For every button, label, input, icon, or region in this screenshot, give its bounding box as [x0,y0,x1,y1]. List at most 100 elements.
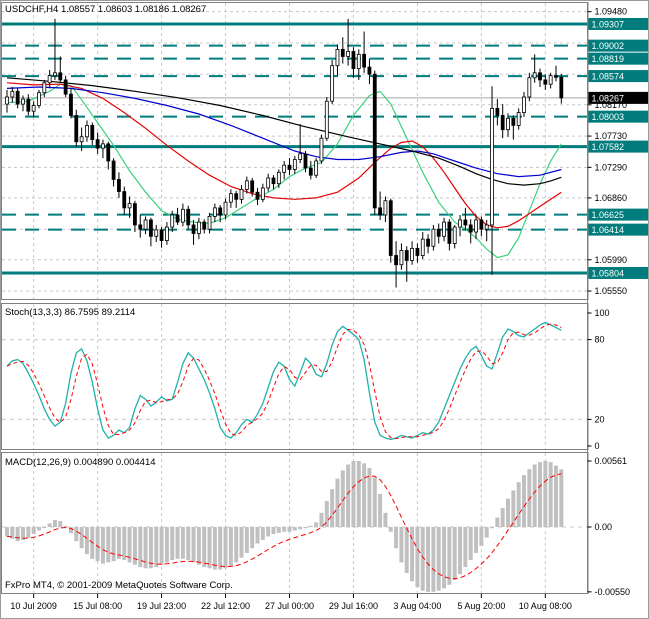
candle-body [101,143,105,149]
candle-body [452,226,457,244]
macd-histogram-bar [132,527,137,565]
candle-body [287,164,292,170]
price-axis[interactable]: 1.09480 1.08170 1.07730 1.07290 1.06860 1.059… [587,7,649,296]
candle-body [42,82,47,94]
candle-body [149,219,153,237]
candle-body [506,117,510,131]
macd-histogram-bar [164,527,169,563]
price-level-box-label: 1.09307 [592,19,625,29]
candle-body [26,98,31,112]
stoch-axis[interactable]: 100 80 20 0 [587,308,610,451]
macd-histogram-bar [239,527,244,558]
macd-histogram-bar [404,527,409,573]
price-level-box-label: 1.08819 [592,54,625,64]
macd-histogram-bar [516,482,521,527]
price-tick-label: 1.07290 [595,162,628,172]
price-level-box [588,39,648,52]
macd-axis[interactable]: 0.00561 0.00 -0.00550 [587,456,631,597]
stoch-tick-label: 20 [595,414,605,424]
time-tick-label: 3 Aug 04:00 [393,601,441,611]
candle-body [495,107,500,116]
candle-body [314,160,319,176]
candle-body [463,219,468,226]
stochastic-panel[interactable] [2,321,588,441]
macd-histogram-bar [314,522,319,527]
candle-body [10,90,15,98]
macd-histogram-bar [212,527,217,570]
macd-histogram-bar [383,512,388,527]
candle-body [223,201,228,216]
price-level-box [588,140,648,153]
macd-histogram-bar [506,498,511,527]
candle-body [490,107,494,226]
candle-body [154,229,159,237]
macd-histogram-bar [330,489,335,527]
candle-body [410,247,414,261]
macd-panel[interactable] [2,460,588,592]
macd-histogram-bar [42,527,47,528]
price-level-box-label: 1.05804 [592,268,625,278]
candle-body [447,221,452,244]
candle-body [335,48,340,67]
macd-histogram-bar [148,527,153,569]
macd-histogram-bar [394,527,399,549]
macd-histogram-bar [244,527,249,553]
candle-body [340,48,345,57]
macd-histogram-bar [527,469,532,527]
macd-histogram-bar [351,460,356,527]
candle-body [399,250,404,266]
macd-histogram-bar [378,493,383,527]
candle-body [234,193,239,200]
macd-histogram-bar [260,527,265,540]
macd-histogram-bar [543,460,548,527]
macd-histogram-bar [170,527,175,561]
candle-body [346,51,351,57]
time-axis[interactable]: 10 Jul 2009 15 Jul 08:00 19 Jul 23:00 22 Ju… [10,594,572,611]
candle-body [276,171,281,185]
macd-histogram-bar [399,527,404,563]
macd-histogram-bar [474,527,479,553]
macd-histogram-bar [47,523,52,527]
macd-histogram-bar [266,527,271,537]
candle-body [367,66,372,75]
price-level-box-label: 1.08574 [592,72,625,82]
candle-body [244,180,249,190]
price-level-box-label: 1.08003 [592,112,625,122]
macd-histogram-bar [127,527,132,563]
candle-body [175,214,180,223]
macd-histogram-bar [202,527,207,568]
price-level-box [588,266,648,279]
candlestick-series[interactable] [5,18,564,288]
candle-body [239,188,244,200]
candle-body [255,191,260,200]
stoch-tick-label: 80 [595,335,605,345]
candle-body [426,238,430,247]
candle-body [138,224,143,230]
macd-histogram-bar [420,527,425,591]
price-tick-label: 1.05990 [595,255,628,265]
candle-body [522,96,526,114]
candle-body [79,136,84,143]
price-level-box-label: 1.09002 [592,41,625,51]
candle-body [415,247,420,256]
candle-body [69,93,73,116]
candle-body [554,75,558,78]
macd-histogram-bar [186,527,191,561]
price-tick-label: 1.08170 [595,100,628,110]
candle-body [266,177,271,189]
macd-histogram-bar [292,527,297,531]
time-tick-label: 15 Jul 08:00 [73,601,122,611]
candle-body [559,76,564,99]
macd-histogram-bar [372,477,377,527]
macd-histogram-bar [367,468,372,527]
candle-body [431,228,436,247]
time-tick-label: 10 Aug 08:00 [519,601,572,611]
macd-histogram-bar [36,527,41,531]
candle-body [170,214,175,228]
ma-slow-blue [6,86,562,178]
macd-histogram-bar [175,527,180,559]
macd-histogram-bar [410,527,415,582]
candle-body [159,229,164,241]
macd-histogram-bar [287,527,292,532]
